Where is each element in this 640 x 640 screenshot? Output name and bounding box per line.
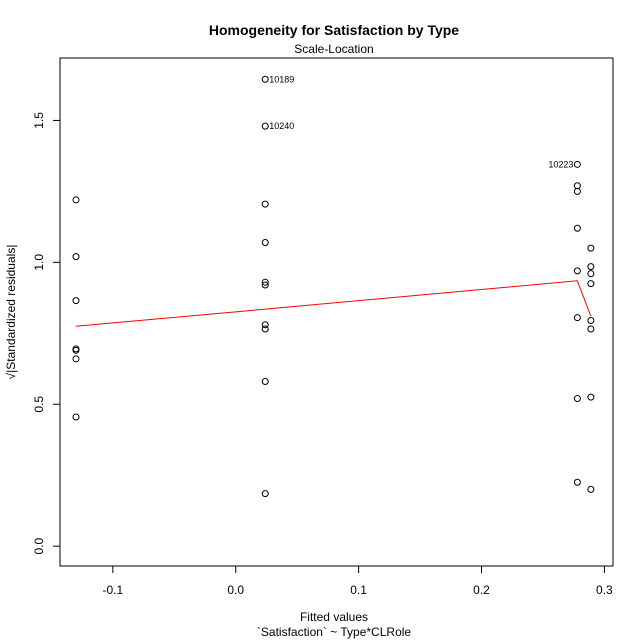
y-axis-label: √|Standardized residuals|: [4, 245, 18, 380]
chart-title: Homogeneity for Satisfaction by Type: [209, 22, 459, 38]
data-point: [587, 393, 595, 401]
y-tick-label: 0.0: [32, 537, 46, 554]
data-point: [261, 321, 269, 329]
point-labels-group: 10189 10240 10223: [269, 74, 573, 169]
data-point: [72, 196, 80, 204]
data-point: [261, 281, 269, 289]
data-point: [587, 263, 595, 271]
points-group: [72, 75, 595, 498]
data-point: [573, 267, 581, 275]
point-label: 10223: [548, 159, 573, 169]
y-axis: 0.0 0.5 1.0 1.5: [32, 112, 61, 554]
data-point: [573, 224, 581, 232]
x-axis-sublabel: `Satisfaction` ~ Type*CLRole: [257, 625, 412, 639]
data-point: [261, 278, 269, 286]
data-point: [72, 297, 80, 305]
x-tick-label: 0.0: [227, 583, 244, 597]
data-point: [72, 253, 80, 261]
point-label: 10189: [269, 74, 294, 84]
smooth-line-group: [75, 280, 592, 327]
chart-subtitle: Scale-Location: [294, 42, 373, 56]
data-point: [573, 478, 581, 486]
data-point: [587, 485, 595, 493]
data-point: [573, 314, 581, 322]
data-point: [573, 395, 581, 403]
data-point: [587, 280, 595, 288]
plot-frame: [59, 57, 614, 567]
data-point: [587, 244, 595, 252]
x-axis-label: Fitted values: [300, 610, 368, 624]
data-point: [573, 160, 581, 168]
data-point: [261, 378, 269, 386]
data-point: [261, 490, 269, 498]
y-tick-label: 1.0: [32, 254, 46, 271]
data-point: [587, 270, 595, 278]
data-point: [72, 346, 80, 354]
data-point: [587, 317, 595, 325]
y-tick-label: 1.5: [32, 112, 46, 129]
data-point: [261, 200, 269, 208]
x-tick-label: -0.1: [102, 583, 123, 597]
data-point: [261, 325, 269, 333]
data-point: [587, 325, 595, 333]
data-point: [573, 187, 581, 195]
data-point: [261, 122, 269, 130]
data-point: [72, 413, 80, 421]
x-axis: -0.1 0.0 0.1 0.2 0.3: [102, 565, 613, 597]
smooth-line: [75, 280, 592, 327]
data-point: [72, 355, 80, 363]
data-point: [573, 182, 581, 190]
data-point: [261, 238, 269, 246]
x-tick-label: 0.2: [473, 583, 490, 597]
point-label: 10240: [269, 121, 294, 131]
data-point: [261, 75, 269, 83]
x-tick-label: 0.3: [596, 583, 613, 597]
x-tick-label: 0.1: [350, 583, 367, 597]
y-tick-label: 0.5: [32, 396, 46, 413]
